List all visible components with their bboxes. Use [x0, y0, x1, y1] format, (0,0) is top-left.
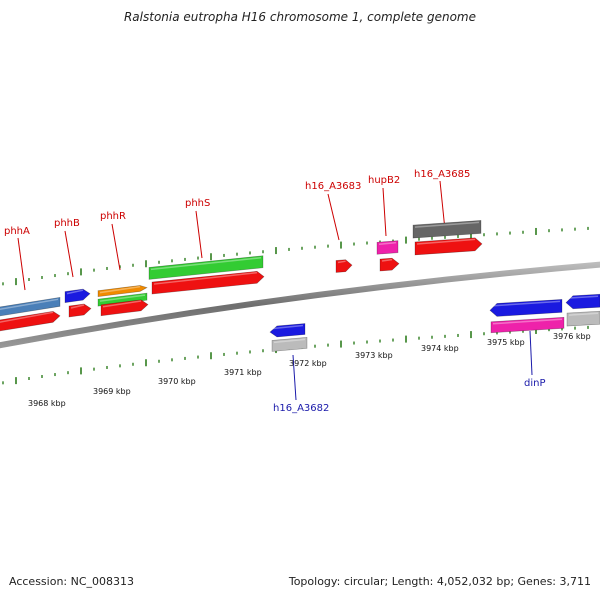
leader-dinP	[529, 330, 533, 376]
feature-blue-phhB-highlight	[66, 289, 84, 295]
gene-label-phhR[interactable]: phhR	[100, 211, 126, 222]
feature-gray-A3682[interactable]	[271, 337, 308, 352]
feature-pink-hupB2[interactable]	[376, 240, 399, 255]
gene-label-phhS[interactable]: phhS	[185, 198, 210, 209]
feature-green-phhS-highlight	[150, 256, 262, 271]
gene-labels-top: phhA phhB phhR phhS h16_A3683 hupB2 h16_…	[4, 169, 470, 237]
feature-red-A3683-highlight	[337, 260, 346, 264]
feature-pink-dinP[interactable]	[490, 316, 565, 334]
scale-label-3969: 3969 kbp	[93, 387, 131, 396]
feature-red-phhS[interactable]	[151, 270, 265, 295]
scale-label-3974: 3974 kbp	[421, 344, 459, 353]
leader-phhS	[195, 210, 203, 259]
feature-red-phhB-highlight	[70, 304, 85, 309]
feature-red-hupB2-highlight	[381, 258, 393, 262]
feature-red-1[interactable]	[0, 311, 61, 332]
scale-labels: 3968 kbp 3969 kbp 3970 kbp 3971 kbp 3972…	[28, 332, 591, 408]
scale-label-3970: 3970 kbp	[158, 377, 196, 386]
feature-red-phhS-highlight	[153, 271, 258, 285]
feature-red-A3683[interactable]	[335, 259, 353, 273]
leader-phhA	[17, 237, 26, 291]
feature-green-phhR[interactable]	[97, 292, 148, 307]
feature-red-hupB2[interactable]	[379, 257, 400, 272]
gene-label-dinP[interactable]: dinP	[524, 378, 546, 389]
feature-red-1-highlight	[0, 311, 54, 323]
feature-layer	[0, 220, 600, 352]
feature-pink-hupB2-highlight	[378, 241, 397, 245]
scale-label-3968: 3968 kbp	[28, 399, 66, 408]
feature-blue-dinP-highlight	[491, 300, 561, 307]
gene-label-h16_A3685[interactable]: h16_A3685	[414, 169, 470, 180]
gene-label-phhB[interactable]: phhB	[54, 218, 80, 229]
feature-steelblue-1[interactable]	[0, 296, 61, 317]
feature-gray-right[interactable]	[566, 310, 600, 327]
scale-label-3972: 3972 kbp	[289, 359, 327, 368]
feature-red-A3685-highlight	[416, 238, 476, 245]
feature-blue-phhB[interactable]	[64, 288, 91, 303]
scale-label-3976: 3976 kbp	[553, 332, 591, 341]
leader-h16_A3682	[292, 354, 297, 401]
feature-steelblue-1-highlight	[0, 298, 59, 310]
leader-hupB2	[382, 187, 387, 237]
feature-darkgray-A3685-highlight	[414, 221, 480, 228]
feature-green-phhS[interactable]	[148, 255, 264, 280]
accession-text: Accession: NC_008313	[9, 575, 135, 588]
map-title: Ralstonia eutropha H16 chromosome 1, com…	[123, 10, 477, 24]
chromosome-backbone	[0, 261, 600, 349]
scale-label-3971: 3971 kbp	[224, 368, 262, 377]
feature-blue-A3682[interactable]	[269, 323, 306, 338]
scale-label-3975: 3975 kbp	[487, 338, 525, 347]
leader-h16_A3683	[327, 193, 340, 241]
feature-red-phhR-highlight	[102, 300, 142, 308]
gene-labels-bottom: h16_A3682 dinP	[273, 378, 546, 414]
tick-track-outer	[2, 226, 589, 286]
feature-orange-phhR-highlight	[99, 285, 141, 294]
leader-phhR	[111, 223, 121, 271]
feature-orange-phhR[interactable]	[97, 285, 148, 297]
feature-green-phhR-highlight	[99, 294, 146, 302]
feature-blue-A3682-highlight	[271, 324, 304, 330]
genome-summary-text: Topology: circular; Length: 4,052,032 bp…	[288, 575, 591, 588]
gene-label-phhA[interactable]: phhA	[4, 226, 30, 237]
feature-red-phhR[interactable]	[100, 299, 149, 317]
feature-red-A3685[interactable]	[414, 237, 483, 256]
feature-pink-dinP-highlight	[492, 318, 563, 325]
gene-label-h16_A3682[interactable]: h16_A3682	[273, 403, 329, 414]
feature-gray-right-highlight	[568, 312, 599, 316]
feature-blue-right[interactable]	[565, 293, 600, 310]
feature-red-phhB[interactable]	[68, 303, 92, 318]
feature-gray-A3682-highlight	[273, 338, 306, 344]
feature-blue-dinP[interactable]	[489, 299, 563, 317]
leader-h16_A3685	[439, 180, 446, 231]
gene-label-hupB2[interactable]: hupB2	[368, 175, 400, 186]
label-leader-lines	[17, 180, 533, 401]
feature-darkgray-A3685[interactable]	[412, 220, 482, 239]
feature-blue-right-highlight	[567, 295, 599, 299]
leader-phhB	[64, 230, 74, 278]
scale-label-3973: 3973 kbp	[355, 351, 393, 360]
gene-label-h16_A3683[interactable]: h16_A3683	[305, 181, 361, 192]
